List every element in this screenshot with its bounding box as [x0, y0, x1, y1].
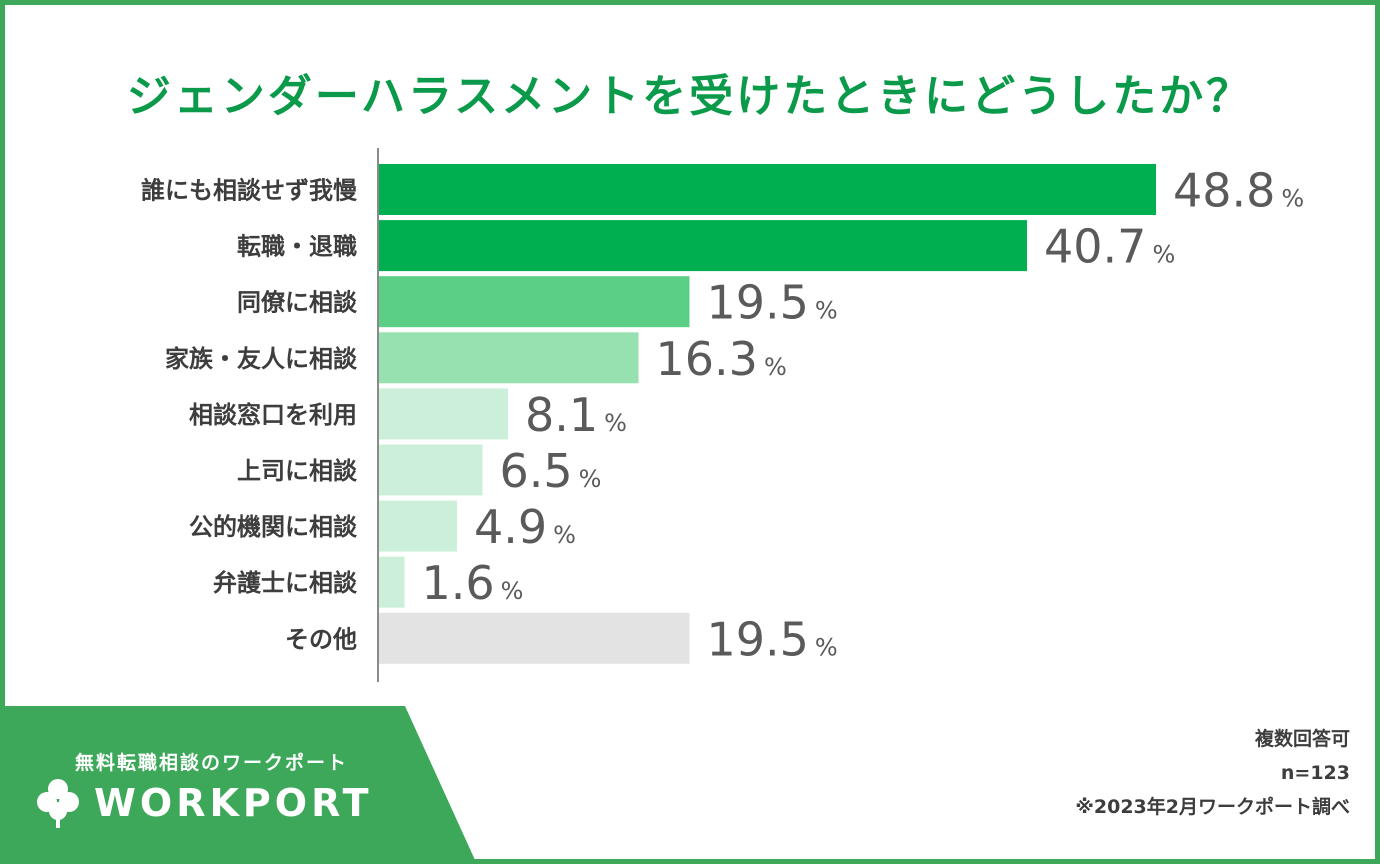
bar — [379, 500, 458, 552]
bar — [379, 276, 690, 328]
bar — [379, 332, 639, 384]
value-label: 40.7% — [1044, 220, 1175, 274]
category-label: 相談窓口を利用 — [189, 401, 357, 429]
brand-tagline: 無料転職相談のワークポート — [75, 752, 349, 774]
bar — [379, 612, 690, 664]
percent-unit: % — [815, 297, 838, 325]
percent-unit: % — [501, 577, 524, 605]
percent-unit: % — [553, 521, 576, 549]
percent-unit: % — [815, 633, 838, 661]
category-label: 家族・友人に相談 — [165, 345, 358, 373]
survey-notes: 複数回答可 n=123 ※2023年2月ワークポート調べ — [1075, 722, 1350, 824]
bar — [379, 388, 508, 440]
clover-icon — [37, 779, 79, 828]
category-label: 誰にも相談せず我慢 — [141, 177, 358, 205]
percent-unit: % — [604, 409, 627, 437]
percent-unit: % — [764, 353, 787, 381]
brand-logo: WORKPORT — [36, 778, 373, 828]
value-label: 19.5% — [706, 612, 837, 666]
bar — [379, 220, 1028, 272]
category-label: 上司に相談 — [237, 457, 358, 485]
percent-unit: % — [579, 465, 602, 493]
bar — [379, 556, 405, 608]
value-label: 16.3% — [656, 332, 787, 386]
value-label: 4.9% — [474, 500, 576, 554]
logo-text: WORKPORT — [94, 781, 373, 825]
note-multiple-answers: 複数回答可 — [1254, 728, 1350, 750]
category-label: 公的機関に相談 — [189, 513, 358, 541]
percent-unit: % — [1152, 241, 1175, 269]
brand-banner — [5, 706, 475, 860]
category-label: 同僚に相談 — [237, 289, 358, 317]
bar — [379, 164, 1156, 215]
note-sample-size: n=123 — [1280, 762, 1350, 784]
bar — [379, 444, 483, 496]
percent-unit: % — [1281, 185, 1304, 213]
value-label: 8.1% — [525, 388, 627, 442]
note-source: ※2023年2月ワークポート調べ — [1075, 796, 1350, 818]
value-label: 19.5% — [706, 276, 837, 330]
category-label: 弁護士に相談 — [213, 569, 358, 597]
value-label: 48.8% — [1173, 164, 1304, 218]
value-label: 6.5% — [499, 444, 601, 498]
category-label: その他 — [285, 625, 357, 653]
category-label: 転職・退職 — [237, 233, 357, 261]
value-label: 1.6% — [421, 556, 523, 610]
chart-title: ジェンダーハラスメントを受けたときにどうしたか？ — [126, 71, 1254, 122]
